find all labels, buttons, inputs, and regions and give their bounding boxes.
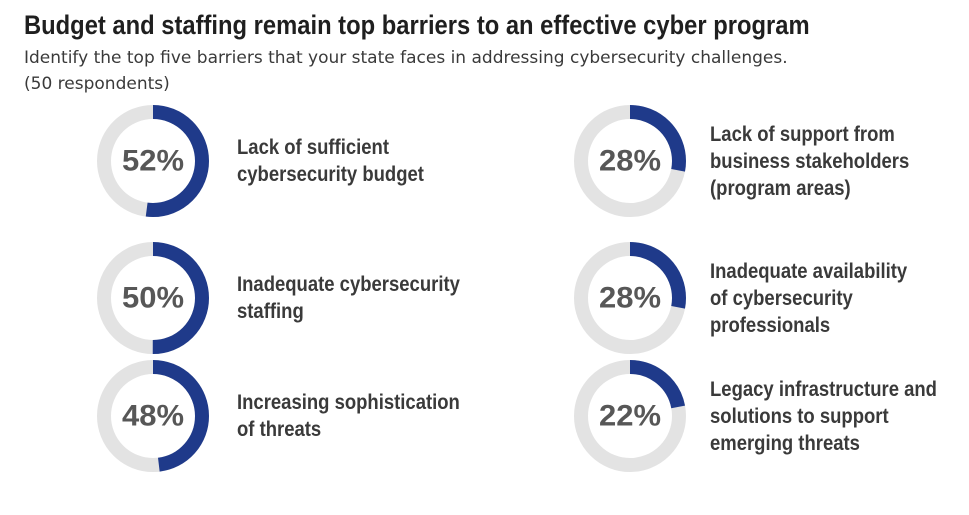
barrier-card: 52% Lack of sufficient cybersecurity budg…: [93, 101, 513, 221]
barrier-label-text: Inadequate cybersecurity staffing: [237, 273, 460, 323]
barrier-label: Lack of support from business stakeholde…: [710, 101, 969, 221]
donut-arc: [574, 360, 686, 472]
donut-chart: 28%: [574, 242, 686, 354]
barrier-card: 22% Legacy infrastructure and solutions t…: [570, 356, 969, 476]
percent-label: 48%: [122, 400, 184, 433]
barrier-label-text: Lack of support from business stakeholde…: [710, 122, 910, 200]
barrier-label: Lack of sufficient cybersecurity budget: [237, 101, 507, 221]
barrier-label: Legacy infrastructure and solutions to s…: [710, 356, 969, 476]
barrier-label: Increasing sophistication of threats: [237, 356, 507, 476]
barrier-label: Inadequate cybersecurity staffing: [237, 238, 507, 358]
barrier-card: 48% Increasing sophistication of threats: [93, 356, 513, 476]
barrier-label: Inadequate availability of cybersecurity…: [710, 238, 969, 358]
page-title: Budget and staffing remain top barriers …: [24, 10, 810, 40]
donut-chart: 28%: [574, 105, 686, 217]
subtitle-question: Identify the top five barriers that your…: [24, 48, 788, 68]
barrier-card: 28% Inadequate availability of cybersecur…: [570, 238, 969, 358]
donut-chart: 48%: [97, 360, 209, 472]
barrier-label-text: Lack of sufficient cybersecurity budget: [237, 136, 424, 186]
donut-arc: [97, 360, 209, 472]
percent-label: 28%: [599, 282, 661, 315]
barrier-card: 50% Inadequate cybersecurity staffing: [93, 238, 513, 358]
barrier-card: 28% Lack of support from business stakeho…: [570, 101, 969, 221]
donut-arc: [97, 242, 209, 354]
donut-arc: [574, 105, 686, 217]
donut-arc: [574, 242, 686, 354]
percent-label: 28%: [599, 145, 661, 178]
percent-label: 22%: [599, 400, 661, 433]
barrier-label-text: Legacy infrastructure and solutions to s…: [710, 377, 937, 455]
donut-chart: 50%: [97, 242, 209, 354]
page-subtitle: Identify the top five barriers that your…: [24, 45, 934, 97]
barrier-label-text: Inadequate availability of cybersecurity…: [710, 259, 908, 337]
subtitle-respondents: (50 respondents): [24, 74, 170, 94]
percent-label: 52%: [122, 145, 184, 178]
donut-chart: 52%: [97, 105, 209, 217]
donut-chart: 22%: [574, 360, 686, 472]
barrier-label-text: Increasing sophistication of threats: [237, 391, 460, 441]
percent-label: 50%: [122, 282, 184, 315]
donut-arc: [97, 105, 209, 217]
